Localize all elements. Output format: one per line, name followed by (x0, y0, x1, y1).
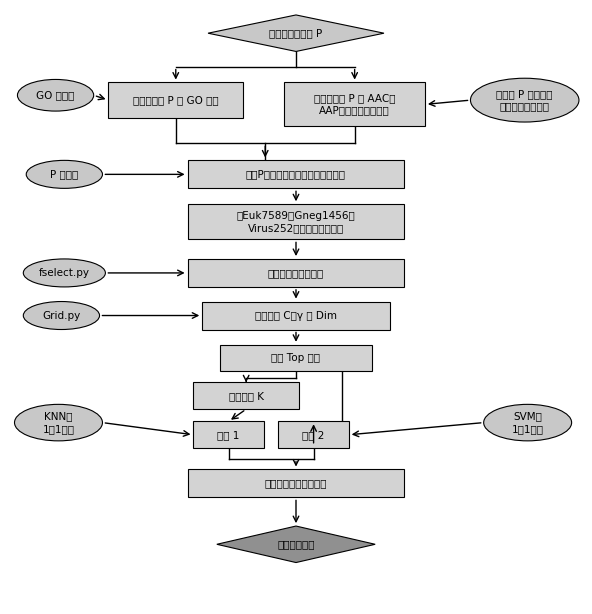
FancyBboxPatch shape (220, 344, 372, 371)
Text: 输入蛋白质序列 P: 输入蛋白质序列 P (269, 28, 323, 38)
Text: 优化参数 C，γ 和 Dim: 优化参数 C，γ 和 Dim (255, 311, 337, 321)
Ellipse shape (471, 78, 579, 122)
Text: Grid.py: Grid.py (42, 311, 81, 321)
Ellipse shape (484, 405, 572, 441)
Text: fselect.py: fselect.py (39, 268, 90, 278)
FancyBboxPatch shape (194, 383, 299, 409)
Ellipse shape (23, 301, 99, 330)
FancyBboxPatch shape (278, 421, 349, 448)
FancyBboxPatch shape (188, 259, 404, 287)
Text: 生成蛋白质 P 的 GO 特征: 生成蛋白质 P 的 GO 特征 (133, 95, 218, 105)
Text: 生成 Top 特征: 生成 Top 特征 (272, 353, 320, 363)
Ellipse shape (17, 79, 94, 111)
Text: 从Euk7589，Gneg1456和
Virus252中选择训练数据集: 从Euk7589，Gneg1456和 Virus252中选择训练数据集 (237, 211, 355, 233)
Ellipse shape (15, 405, 102, 441)
FancyBboxPatch shape (188, 204, 404, 239)
FancyBboxPatch shape (188, 470, 404, 497)
Text: 生成蛋白质 P 的 AAC，
AAP，疏水和亲水特征: 生成蛋白质 P 的 AAC， AAP，疏水和亲水特征 (314, 93, 395, 115)
Text: 计算每个特征的分值: 计算每个特征的分值 (268, 268, 324, 278)
FancyBboxPatch shape (188, 160, 404, 188)
FancyBboxPatch shape (202, 301, 390, 330)
Text: 生成P的改良周的伪氨基酸组成特征: 生成P的改良周的伪氨基酸组成特征 (246, 169, 346, 179)
Text: 结果 1: 结果 1 (217, 430, 240, 440)
FancyBboxPatch shape (284, 82, 425, 126)
Text: P 的种属: P 的种属 (50, 169, 79, 179)
Ellipse shape (26, 160, 102, 188)
Text: 蛋白质 P 的序列和
周的伪氨基酸组成: 蛋白质 P 的序列和 周的伪氨基酸组成 (497, 89, 553, 111)
Polygon shape (217, 526, 375, 562)
FancyBboxPatch shape (108, 82, 243, 118)
Polygon shape (208, 15, 384, 52)
Text: 优化参数 K: 优化参数 K (229, 391, 263, 401)
Text: 集成预测结果: 集成预测结果 (277, 539, 315, 550)
FancyBboxPatch shape (194, 421, 264, 448)
Text: SVM法
1对1策略: SVM法 1对1策略 (511, 411, 543, 434)
Text: KNN法
1对1策略: KNN法 1对1策略 (43, 411, 75, 434)
Ellipse shape (23, 259, 105, 287)
Text: 结果 2: 结果 2 (303, 430, 325, 440)
Text: GO 数据集: GO 数据集 (36, 90, 75, 100)
Text: 通过投票系统融合结果: 通过投票系统融合结果 (265, 478, 327, 489)
